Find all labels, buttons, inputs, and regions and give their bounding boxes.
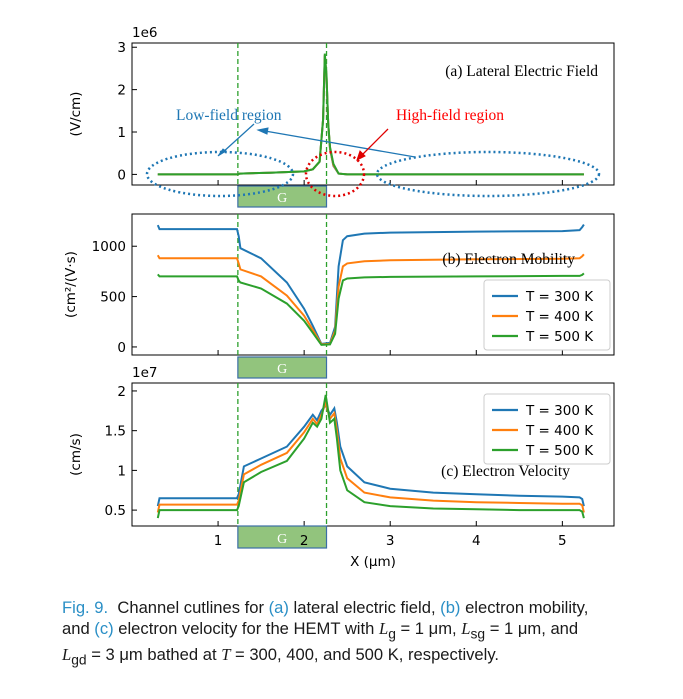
caption-subscript: g bbox=[388, 625, 396, 642]
axes-frame bbox=[131, 42, 615, 186]
caption-subscript: gd bbox=[71, 651, 87, 668]
y-axis-label: (V/cm) bbox=[68, 92, 84, 137]
chart-panel-c: 0.5 1 1.5 2 (cm/s) 1e7 G (c) Electron Velocity T… bbox=[68, 365, 615, 570]
x-axis-label: X (μm) bbox=[350, 554, 396, 570]
figure-caption: Fig. 9. Channel cutlines for (a) lateral… bbox=[62, 597, 662, 671]
caption-text: and bbox=[62, 619, 95, 638]
y-tick-label: 0.5 bbox=[105, 503, 126, 519]
chart-panel-b: 0 500 1000 (cm²/(V·s) G (b) Electron Mobility… bbox=[63, 213, 615, 379]
y-axis-label: (cm/s) bbox=[68, 433, 84, 476]
axes-frame bbox=[131, 213, 615, 356]
x-tick-label: 2 bbox=[300, 533, 309, 549]
chart-svg: 0 1 2 3 (V/cm) 1e6 G (a) Lateral Electric Field… bbox=[63, 25, 615, 570]
caption-symbol: L bbox=[62, 645, 72, 665]
x-tick-label: 3 bbox=[386, 533, 395, 549]
y-tick-label: 3 bbox=[117, 40, 126, 56]
gate-region bbox=[237, 356, 328, 379]
caption-symbol: L bbox=[378, 619, 389, 638]
gate-region bbox=[237, 525, 328, 549]
y-scale-label: 1e6 bbox=[132, 25, 157, 41]
y-tick-label: 1 bbox=[117, 463, 126, 479]
y-tick-label: 1000 bbox=[92, 239, 126, 255]
gate-label: G bbox=[277, 362, 287, 377]
caption-text: = 300, 400, and 500 K, respectively. bbox=[230, 645, 500, 665]
caption-text: electron mobility, bbox=[460, 598, 589, 617]
y-tick-label: 1 bbox=[117, 125, 126, 141]
x-tick-label: 4 bbox=[472, 533, 481, 549]
series-line-300k bbox=[156, 403, 585, 507]
y-tick-label: 0 bbox=[117, 340, 126, 356]
panel-title: (b) Electron Mobility bbox=[442, 251, 575, 268]
y-tick-label: 2 bbox=[117, 384, 126, 400]
caption-text: = 1 μm, bbox=[395, 619, 462, 638]
caption-text: = 1 μm, and bbox=[485, 619, 579, 638]
caption-text: Channel cutlines for bbox=[117, 598, 269, 617]
legend-box bbox=[483, 279, 611, 351]
legend-label: T = 400 K bbox=[525, 423, 594, 439]
arrow-low-left bbox=[221, 123, 255, 154]
caption-label: Fig. 9. bbox=[62, 598, 109, 617]
axes-frame bbox=[131, 382, 615, 527]
legend-label: T = 400 K bbox=[525, 309, 594, 325]
caption-subscript: sg bbox=[470, 625, 486, 642]
legend-label: T = 300 K bbox=[525, 289, 594, 305]
caption-text: electron velocity for the HEMT with bbox=[113, 619, 379, 638]
y-tick-label: 2 bbox=[117, 83, 126, 99]
figure: 0 1 2 3 (V/cm) 1e6 G (a) Lateral Electric Field… bbox=[63, 25, 615, 570]
gate-label: G bbox=[277, 191, 287, 206]
arrow-high bbox=[360, 128, 389, 157]
caption-ref-c[interactable]: (c) bbox=[94, 619, 114, 638]
caption-ref-a[interactable]: (a) bbox=[268, 598, 289, 617]
legend-box bbox=[483, 393, 611, 465]
x-tick-label: 1 bbox=[214, 533, 223, 549]
gate-label: G bbox=[277, 532, 287, 547]
legend-label: T = 500 K bbox=[525, 443, 594, 459]
series-line-500k bbox=[157, 272, 585, 346]
low-field-ellipse-left bbox=[145, 150, 295, 198]
high-field-label: High-field region bbox=[396, 107, 504, 124]
panel-title: (c) Electron Velocity bbox=[441, 463, 570, 480]
y-tick-label: 0 bbox=[117, 167, 126, 183]
series-line-500k bbox=[157, 53, 584, 176]
legend-label: T = 300 K bbox=[525, 403, 594, 419]
y-tick-label: 1.5 bbox=[105, 424, 126, 440]
y-axis-label: (cm²/(V·s) bbox=[63, 251, 79, 318]
panel-title: (a) Lateral Electric Field bbox=[445, 63, 598, 80]
y-scale-label: 1e7 bbox=[132, 365, 157, 381]
arrowhead bbox=[217, 148, 227, 157]
caption-symbol: L bbox=[461, 619, 471, 638]
x-tick-label: 5 bbox=[558, 533, 567, 549]
low-field-ellipse-right bbox=[375, 150, 601, 198]
caption-text: lateral electric field, bbox=[288, 598, 441, 617]
legend-label: T = 500 K bbox=[525, 329, 594, 345]
series-line-500k bbox=[156, 394, 585, 519]
high-field-ellipse bbox=[304, 150, 366, 198]
arrowhead bbox=[256, 127, 269, 135]
arrow-low-right bbox=[264, 130, 416, 158]
y-tick-label: 500 bbox=[100, 290, 126, 306]
caption-symbol: T bbox=[221, 645, 231, 665]
chart-panel-a: 0 1 2 3 (V/cm) 1e6 G (a) Lateral Electric Field… bbox=[68, 25, 615, 208]
caption-text: = 3 μm bathed at bbox=[86, 645, 222, 665]
arrowhead bbox=[356, 150, 366, 161]
low-field-label: Low-field region bbox=[176, 107, 282, 124]
series-line-400k bbox=[156, 399, 585, 513]
caption-ref-b[interactable]: (b) bbox=[440, 598, 461, 617]
